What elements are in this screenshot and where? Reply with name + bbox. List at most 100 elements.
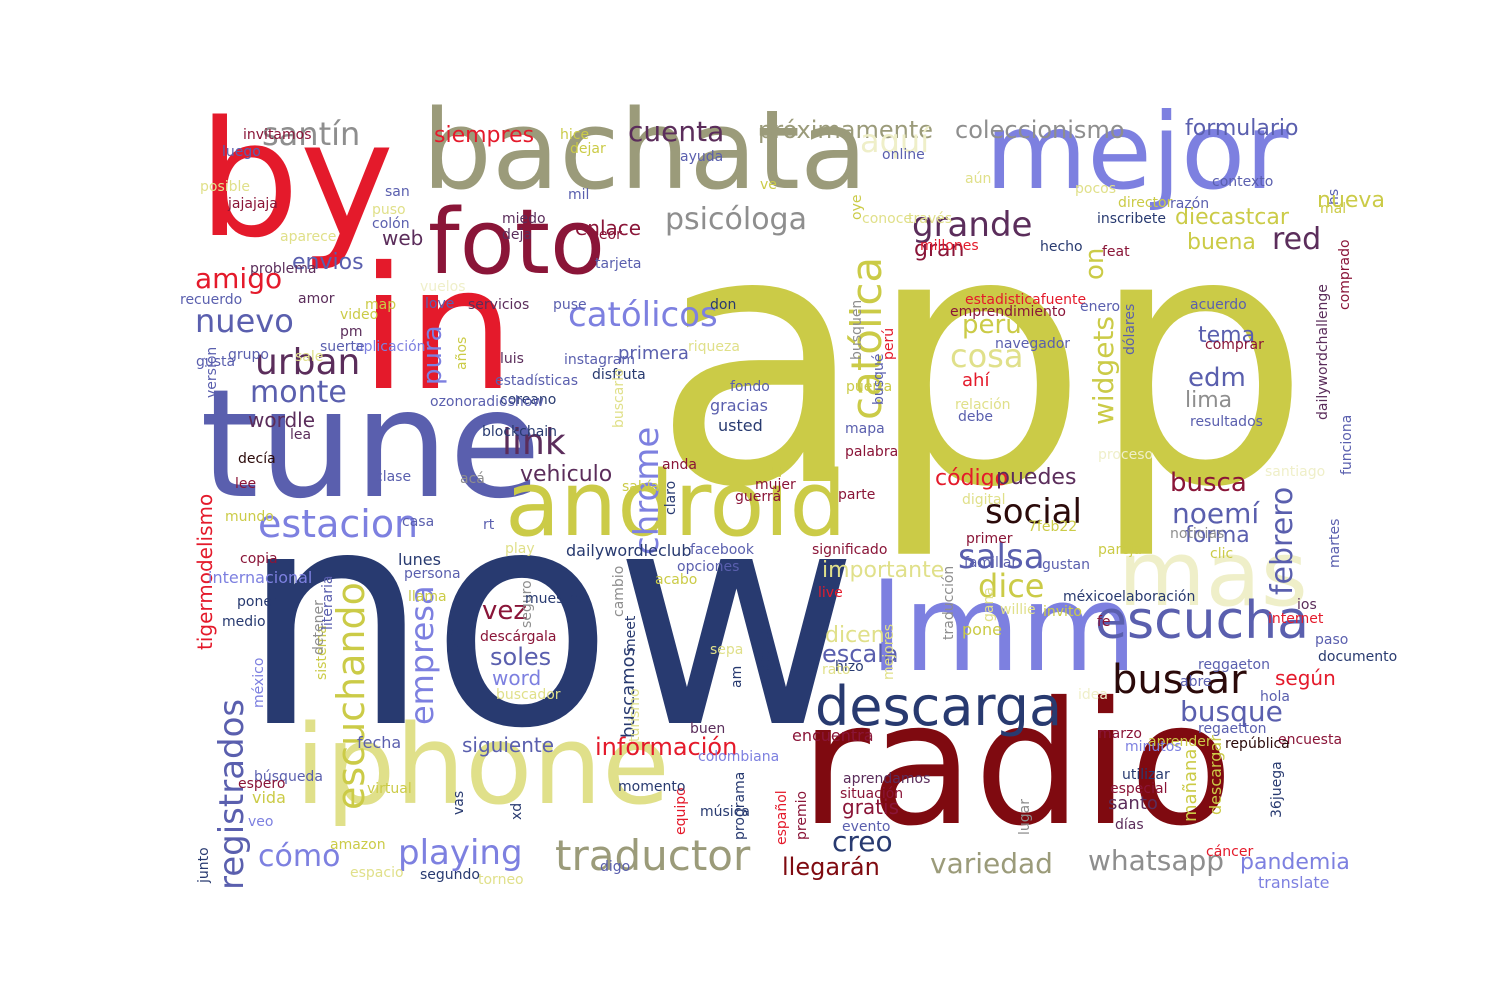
cloud-word: cómo [258,839,341,874]
cloud-word: facebook [690,542,754,558]
cloud-word: variedad [930,847,1053,880]
cloud-word: in [360,231,515,429]
cloud-word: mapa [845,421,885,437]
cloud-word: ve [760,177,777,193]
cloud-word: willie [1000,602,1036,618]
cloud-word: coleccionismo [955,116,1125,144]
cloud-word: perú [881,327,897,360]
cloud-word: mal [1320,201,1347,217]
cloud-word: roberto [757,626,773,678]
cloud-word: hecho [1040,239,1083,255]
cloud-word: medio [222,614,266,630]
cloud-word: fondo [730,379,770,395]
cloud-word: playing [398,833,523,873]
cloud-word: santiago [1265,464,1326,480]
cloud-word: navegador [995,336,1071,352]
cloud-word: fecha [357,733,402,752]
cloud-word: escala [822,640,899,668]
cloud-word: tema [1198,323,1256,348]
cloud-word: live [818,585,843,601]
cloud-word: resultados [1190,414,1263,430]
cloud-word: widgets [1087,315,1120,425]
cloud-word: soles [490,643,552,671]
cloud-word: llama [408,589,447,605]
cloud-word: información [595,733,738,761]
cloud-word: dailywordchallenge [1315,284,1331,420]
cloud-word: persona [404,566,461,582]
cloud-word: reggaeton [1198,657,1270,673]
cloud-word: coreano [500,392,557,408]
cloud-word: grande [912,205,1033,245]
cloud-word: programa [732,771,748,840]
cloud-word: am [729,665,745,688]
cloud-word: cáncer [1206,844,1254,860]
cloud-word: social [985,492,1082,532]
cloud-word: católicos [568,295,718,335]
cloud-word: emprendimiento [950,304,1066,320]
cloud-word: torneo [478,872,524,888]
cloud-word: música [700,804,750,820]
cloud-word: acabo [655,572,698,588]
cloud-word: lima [1185,388,1233,413]
cloud-word: dólares [1122,303,1138,355]
cloud-word: comprar [1205,337,1264,353]
cloud-word: dailywordleclub [566,541,692,560]
cloud-word: especial [1110,781,1168,797]
cloud-word: comprado [1337,239,1353,310]
cloud-word: través [908,211,953,227]
cloud-word: peru [962,310,1022,340]
cloud-word: minutos [1125,739,1182,755]
cloud-word: primer [966,531,1013,547]
cloud-word: copia [240,551,278,567]
cloud-word: radio [800,666,1234,864]
cloud-word: palabra [845,444,899,460]
cloud-word: vehiculo [520,462,613,487]
cloud-word: word [492,666,542,690]
cloud-word: días [1115,817,1144,833]
cloud-word: dice [978,567,1045,605]
cloud-word: vuelos [420,279,466,295]
cloud-word: cambio [611,565,627,617]
cloud-word: escucha [1095,591,1310,651]
cloud-word: recuerdo [180,292,243,308]
cloud-word: internacional [208,568,313,587]
cloud-word: santo [1108,793,1158,814]
cloud-word: pocos [1075,181,1117,197]
cloud-word: años [454,336,470,370]
cloud-word: busqué [871,353,887,405]
cloud-word: escuchando [329,582,373,810]
cloud-word: busquen [849,299,865,360]
cloud-word: vas [451,790,467,815]
cloud-word: paso [1315,632,1349,648]
cloud-word: colombiana [698,749,780,765]
cloud-word: momento [618,779,686,795]
cloud-word: acá [460,471,485,487]
cloud-word: cosa [950,337,1024,375]
cloud-word: app [652,156,1311,564]
cloud-word: colón [372,216,410,232]
cloud-word: mejores [881,623,897,680]
cloud-word: usted [718,416,763,435]
cloud-word: estacion [258,502,419,546]
cloud-word: anda [662,457,697,473]
cloud-word: marzo [1098,726,1142,742]
cloud-word: android [505,452,847,557]
cloud-word: web [382,226,424,250]
cloud-word: amor [298,291,335,307]
cloud-word: vida [252,788,286,807]
cloud-word: inscribete [1097,211,1167,227]
cloud-word: director [1118,195,1173,211]
cloud-word: casa [402,514,435,530]
cloud-word: dicen [825,623,885,648]
cloud-word: próximamente [758,116,934,144]
cloud-word: ahí [962,370,990,391]
cloud-word: gusta [196,354,236,370]
cloud-word: puso [372,202,406,218]
cloud-word: diecastcar [1175,205,1289,230]
cloud-word: mas [1118,522,1308,627]
cloud-word: miedo [502,211,546,227]
cloud-word: sabía [622,479,660,495]
cloud-word: gana [981,587,997,622]
cloud-word: empresa [403,585,441,725]
